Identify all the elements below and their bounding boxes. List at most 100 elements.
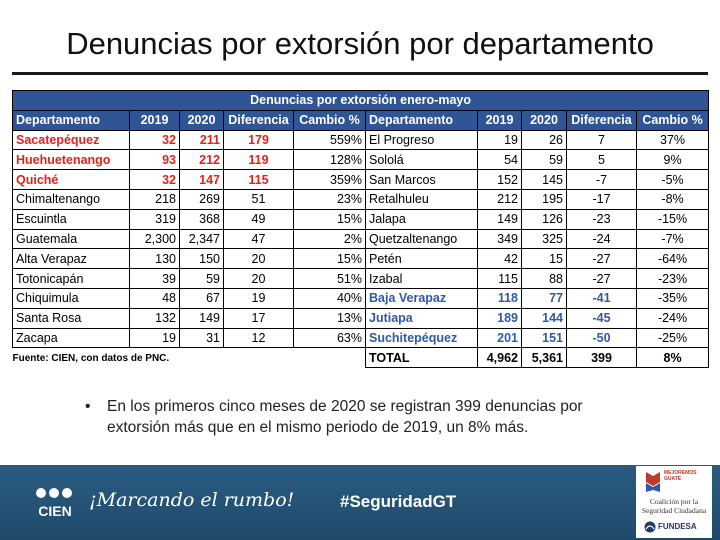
value-change-pct: 559% — [293, 129, 366, 151]
department-name: Retalhuleu — [365, 188, 478, 210]
value-2019: 39 — [129, 268, 180, 289]
column-header: Diferencia — [566, 109, 637, 131]
value-change-pct: 2% — [293, 228, 366, 250]
value-difference: -41 — [566, 287, 637, 309]
value-difference: 115 — [223, 169, 294, 190]
value-change-pct: 128% — [293, 149, 366, 171]
department-name: Escuintla — [12, 208, 130, 230]
table-row: Chimaltenango 218 269 51 23% Retalhuleu 212 195… — [12, 188, 710, 210]
value-2020: 211 — [179, 129, 224, 151]
value-2019: 115 — [477, 268, 522, 289]
value-difference: 51 — [223, 188, 294, 210]
value-2020: 2,347 — [179, 228, 224, 250]
table-row: Chiquimula 48 67 19 40% Baja Verapaz 118 77 -41-… — [12, 287, 710, 309]
department-name: Totonicapán — [12, 268, 130, 289]
department-name: El Progreso — [365, 129, 478, 151]
table-row: Santa Rosa 132 149 17 13% Jutiapa 189 144 -45 -24… — [12, 307, 710, 329]
bullet-dot-icon: • — [85, 398, 91, 415]
value-difference: -27 — [566, 248, 637, 270]
value-2019: 149 — [477, 208, 522, 230]
department-name: Chimaltenango — [12, 188, 130, 210]
table-row: Huehuetenango 93 212 119 128% Sololá 54 59 5 9% — [12, 149, 710, 171]
department-name: Quetzaltenango — [365, 228, 478, 250]
fundesa-icon — [644, 521, 656, 533]
value-2020: 59 — [179, 268, 224, 289]
value-difference: 19 — [223, 287, 294, 309]
department-name: Izabal — [365, 268, 478, 289]
value-2020: 145 — [521, 169, 567, 190]
value-difference: 20 — [223, 268, 294, 289]
column-header: Cambio % — [635, 109, 710, 131]
value-difference: -27 — [566, 268, 637, 289]
cien-logo-icon: CIEN — [36, 488, 72, 519]
value-difference: 119 — [223, 149, 294, 171]
value-change-pct: 359% — [293, 169, 366, 190]
value-2019: 32 — [129, 169, 180, 190]
column-header: Cambio % — [293, 109, 366, 131]
value-difference: -23 — [566, 208, 637, 230]
department-name: Jalapa — [365, 208, 478, 230]
value-difference: 47 — [223, 228, 294, 250]
value-difference: 179 — [223, 129, 294, 151]
value-2020: 151 — [521, 327, 567, 349]
value-change-pct: -35% — [635, 287, 710, 309]
value-2020: 15 — [521, 248, 567, 270]
value-2020: 59 — [521, 149, 567, 171]
value-2020: 149 — [179, 307, 224, 329]
value-2019: 212 — [477, 188, 522, 210]
extortion-table: Denuncias por extorsión enero-mayo Depar… — [11, 90, 710, 369]
department-name: Jutiapa — [365, 307, 478, 329]
footer-hashtag: #SeguridadGT — [340, 492, 457, 511]
table-row: Totonicapán 39 59 20 51% Izabal 115 88 -27 -23% — [12, 268, 710, 289]
cien-logo-text: CIEN — [38, 503, 71, 519]
department-name: Baja Verapaz — [365, 287, 478, 309]
table-row: Zacapa 19 31 12 63% Suchitepéquez 201 151 -50 -25… — [12, 327, 710, 349]
value-2020: 77 — [521, 287, 567, 309]
column-header: Diferencia — [223, 109, 294, 131]
value-difference: 5 — [566, 149, 637, 171]
partner-mejoremos: MEJOREMOS GUATE — [664, 470, 697, 482]
value-change-pct: 40% — [293, 287, 366, 309]
department-name: Quiché — [12, 169, 130, 190]
value-change-pct: -23% — [635, 268, 710, 289]
value-2020: 269 — [179, 188, 224, 210]
table-row: Alta Verapaz 130 150 20 15% Petén 42 15 -27 -64% — [12, 248, 710, 270]
column-header: 2020 — [179, 109, 224, 131]
value-2019: 152 — [477, 169, 522, 190]
value-2020: 212 — [179, 149, 224, 171]
value-change-pct: 9% — [635, 149, 710, 171]
footer-bar: CIEN ¡Marcando el rumbo! #SeguridadGT — [0, 465, 720, 540]
value-2019: 42 — [477, 248, 522, 270]
value-change-pct: -5% — [635, 169, 710, 190]
value-2019: 218 — [129, 188, 180, 210]
value-2020: 126 — [521, 208, 567, 230]
value-change-pct: 23% — [293, 188, 366, 210]
department-name: San Marcos — [365, 169, 478, 190]
value-2020: 88 — [521, 268, 567, 289]
value-2019: 132 — [129, 307, 180, 329]
total-row: Fuente: CIEN, con datos de PNC. TOTAL 4,96… — [13, 347, 710, 369]
table-row: Quiché 32 147 115 359% San Marcos 152 145 -7 -5% — [12, 169, 710, 190]
value-change-pct: -15% — [635, 208, 710, 230]
value-2020: 144 — [521, 307, 567, 329]
value-difference: 12 — [223, 327, 294, 349]
column-header: 2019 — [129, 109, 180, 131]
partner-fundesa: FUNDESA — [658, 522, 697, 531]
department-name: Sololá — [365, 149, 478, 171]
department-name: Santa Rosa — [12, 307, 130, 329]
value-2019: 189 — [477, 307, 522, 329]
value-2020: 26 — [521, 129, 567, 151]
partner-logo-box: MEJOREMOS GUATE Coalición por la Segurid… — [636, 466, 712, 538]
value-2019: 349 — [477, 228, 522, 250]
value-2019: 19 — [129, 327, 180, 349]
value-difference: -7 — [566, 169, 637, 190]
department-name: Chiquimula — [12, 287, 130, 309]
value-2019: 93 — [129, 149, 180, 171]
value-2020: 325 — [521, 228, 567, 250]
table-banner-row: Denuncias por extorsión enero-mayo — [11, 90, 710, 111]
value-change-pct: 37% — [635, 129, 710, 151]
table-row: Guatemala 2,300 2,347 47 2% Quetzaltenango 349… — [12, 228, 710, 250]
table-row: Escuintla 319 368 49 15% Jalapa 149 126 -23 -15% — [12, 208, 710, 230]
department-name: Petén — [365, 248, 478, 270]
table-banner: Denuncias por extorsión enero-mayo — [11, 90, 710, 111]
